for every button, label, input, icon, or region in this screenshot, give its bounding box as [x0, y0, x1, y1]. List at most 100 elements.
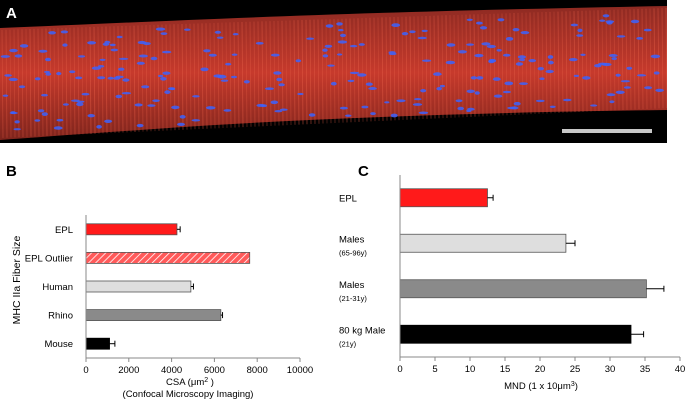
striation-line	[269, 21, 272, 126]
category-label: Males	[339, 280, 365, 291]
nucleus	[650, 54, 661, 59]
scale-bar	[562, 129, 652, 133]
nucleus	[48, 31, 56, 35]
striation-line	[313, 19, 316, 124]
striation-line	[293, 20, 296, 125]
nucleus	[519, 58, 526, 62]
nucleus	[466, 18, 473, 21]
striation-line	[557, 11, 560, 113]
striation-line	[497, 13, 500, 116]
striation-line	[461, 14, 464, 118]
striation-line	[325, 19, 328, 124]
x-tick-label: 35	[640, 364, 651, 375]
striation-line	[569, 11, 572, 113]
nucleus	[539, 77, 545, 80]
x-tick-label: 8000	[247, 365, 268, 376]
striation-line	[429, 15, 432, 119]
striation-line	[329, 19, 332, 124]
bar	[85, 252, 251, 264]
nucleus	[357, 73, 367, 77]
nucleus	[576, 34, 584, 37]
striation-line	[421, 16, 424, 120]
bar	[85, 309, 222, 322]
striation-line	[349, 18, 352, 123]
nucleus	[409, 30, 416, 34]
x-axis-label: MND (1 x 10μm3)	[504, 381, 578, 393]
striation-line	[201, 23, 204, 129]
nucleus	[278, 83, 285, 87]
striation-line	[577, 10, 580, 113]
nucleus	[598, 62, 608, 66]
nucleus	[231, 53, 238, 56]
striation-line	[333, 18, 336, 123]
striation-line	[37, 28, 40, 137]
nucleus	[118, 57, 129, 61]
nucleus	[519, 82, 528, 85]
striation-line	[41, 28, 44, 137]
nucleus	[545, 69, 554, 74]
striation-line	[445, 15, 448, 118]
nucleus	[510, 106, 519, 110]
striation-line	[97, 26, 100, 134]
nucleus	[56, 72, 62, 76]
striation-line	[49, 28, 52, 136]
nucleus	[391, 23, 401, 27]
category-sublabel: (21-31y)	[339, 294, 367, 303]
nucleus	[337, 40, 348, 44]
x-tick-label: 30	[605, 364, 616, 375]
nucleus	[512, 28, 520, 32]
nucleus	[141, 85, 150, 89]
nucleus	[217, 74, 227, 79]
nucleus	[563, 98, 572, 102]
striation-line	[553, 11, 556, 114]
nucleus	[97, 65, 105, 68]
striation-line	[249, 21, 252, 127]
nucleus	[308, 113, 316, 117]
striation-line	[437, 15, 440, 119]
nucleus	[18, 85, 26, 89]
nucleus	[413, 98, 422, 101]
nucleus	[160, 77, 167, 81]
striation-line	[477, 14, 480, 117]
nucleus	[150, 56, 158, 61]
nucleus	[616, 35, 626, 38]
nucleus	[548, 60, 554, 65]
x-tick-label: 0	[83, 365, 88, 376]
striation-line	[529, 12, 532, 115]
nucleus	[162, 50, 172, 54]
nucleus	[208, 53, 217, 57]
nucleus	[606, 93, 616, 97]
nucleus	[517, 55, 527, 59]
nucleus	[91, 66, 101, 70]
striation-line	[361, 18, 364, 122]
nucleus	[445, 60, 456, 65]
striation-line	[241, 22, 244, 128]
striation-line	[533, 12, 536, 114]
x-tick-label: 5	[432, 364, 437, 375]
nucleus	[143, 42, 151, 46]
striation-line	[289, 20, 292, 125]
nucleus	[370, 112, 376, 116]
nucleus	[630, 19, 640, 24]
nucleus	[216, 36, 224, 39]
category-label: EPL	[55, 225, 73, 236]
striation-line	[165, 24, 168, 131]
category-label: Human	[42, 282, 73, 293]
striation-line	[389, 17, 392, 121]
nucleus	[184, 28, 191, 31]
nucleus	[177, 122, 185, 126]
nucleus	[8, 77, 18, 82]
nucleus	[205, 106, 216, 110]
nucleus	[118, 67, 125, 71]
nucleus	[455, 99, 463, 103]
nucleus	[474, 53, 484, 58]
striation-line	[77, 27, 80, 135]
nucleus	[220, 79, 229, 82]
bar	[399, 233, 567, 253]
nucleus	[336, 53, 343, 56]
nucleus	[535, 99, 545, 103]
nucleus	[481, 42, 491, 46]
nucleus	[457, 50, 467, 54]
striation-line	[185, 23, 188, 130]
nucleus	[327, 64, 335, 67]
